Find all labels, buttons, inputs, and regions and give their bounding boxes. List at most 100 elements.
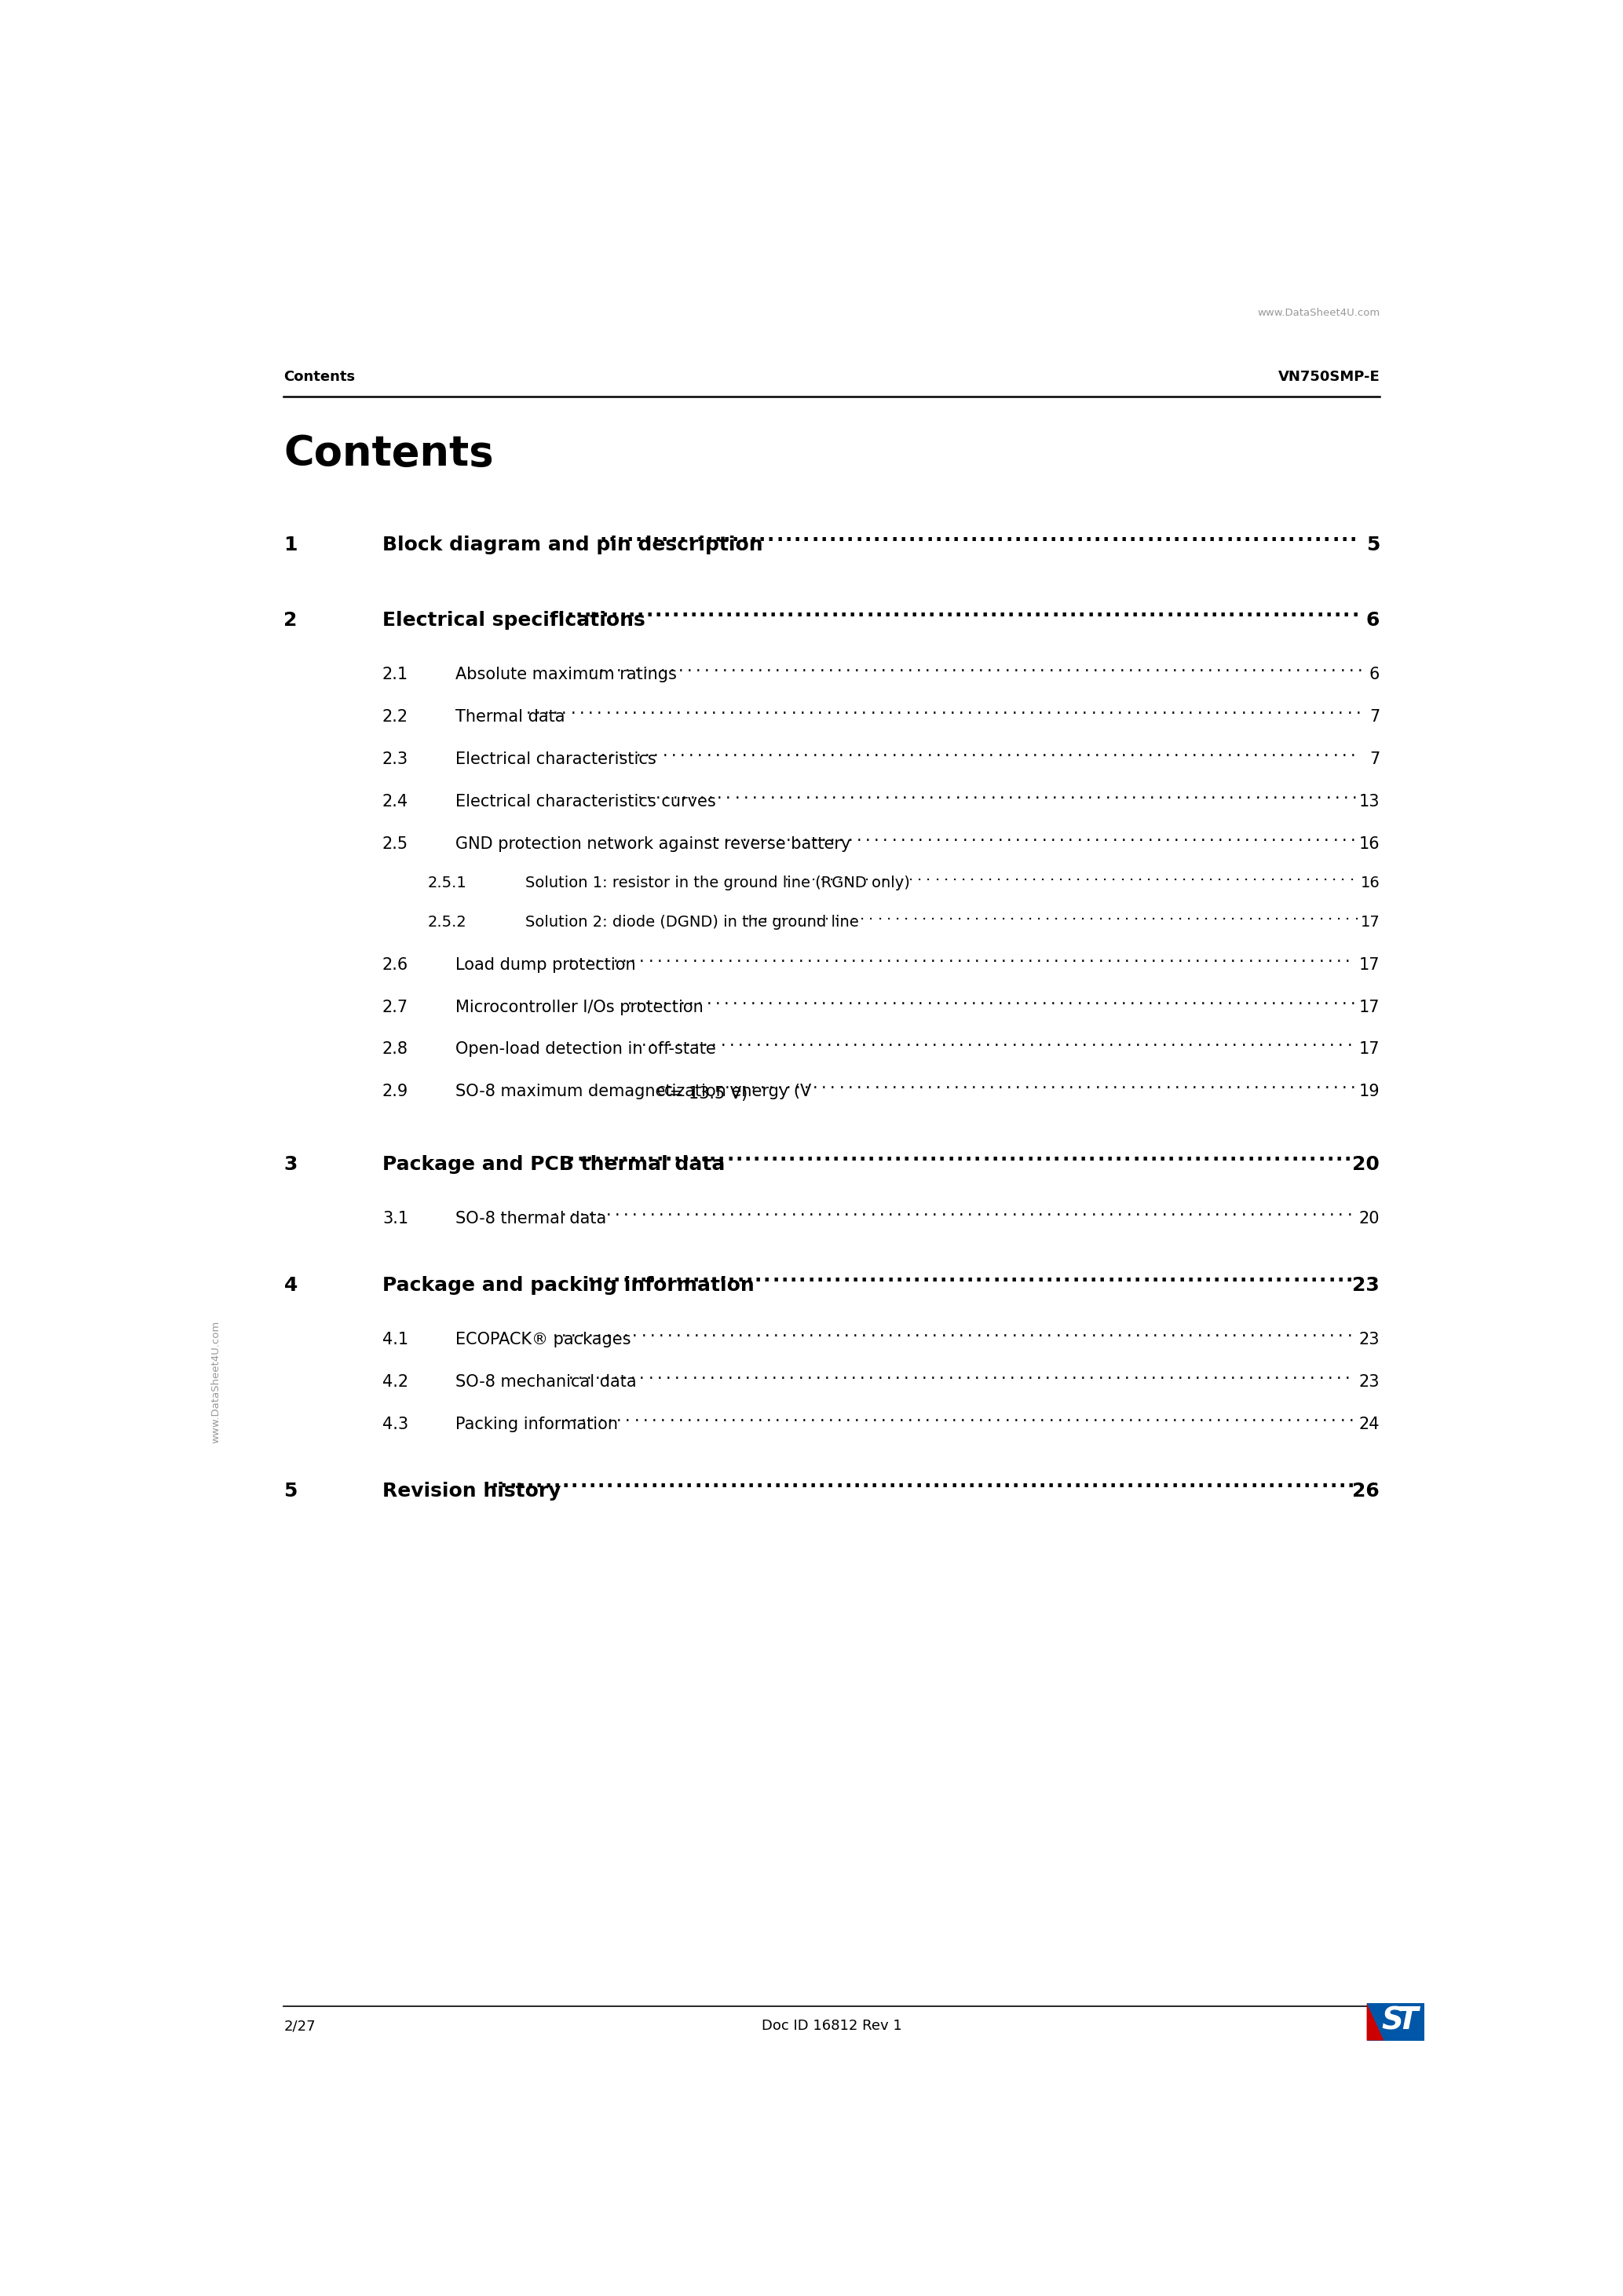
Text: .: . — [852, 700, 859, 716]
Text: .: . — [1227, 744, 1232, 760]
Text: .: . — [898, 1325, 902, 1339]
Text: .: . — [1196, 1325, 1203, 1339]
Text: .: . — [1251, 1410, 1256, 1424]
Text: .: . — [914, 1203, 920, 1219]
Text: .: . — [826, 700, 831, 716]
Text: .: . — [742, 992, 747, 1008]
Text: S: S — [1381, 2004, 1404, 2034]
Text: .: . — [807, 907, 812, 923]
Text: .: . — [891, 868, 896, 884]
Text: .: . — [649, 1203, 656, 1219]
Text: .: . — [758, 526, 766, 544]
Text: 2.7: 2.7 — [383, 999, 409, 1015]
Text: .: . — [993, 700, 1000, 716]
Text: .: . — [842, 1267, 850, 1286]
Text: .: . — [1336, 948, 1342, 964]
Text: .: . — [711, 1267, 717, 1286]
Text: .: . — [914, 700, 920, 716]
Text: .: . — [1061, 1146, 1070, 1164]
Text: .: . — [946, 1146, 954, 1164]
Text: .: . — [962, 602, 971, 620]
Text: .: . — [909, 1077, 915, 1093]
Text: .: . — [925, 526, 933, 544]
Text: .: . — [904, 948, 909, 964]
Text: .: . — [1182, 1410, 1186, 1424]
Text: .: . — [1201, 992, 1206, 1008]
Text: .: . — [768, 1077, 774, 1093]
Text: .: . — [737, 1267, 743, 1286]
Text: .: . — [1276, 1033, 1282, 1049]
Text: .: . — [1310, 1267, 1318, 1286]
Text: .: . — [1104, 602, 1112, 620]
Text: 23: 23 — [1352, 1277, 1380, 1295]
Text: .: . — [844, 1203, 849, 1219]
Text: .: . — [1120, 1410, 1125, 1424]
Text: .: . — [799, 907, 803, 923]
Text: .: . — [1209, 829, 1214, 845]
Text: 4.2: 4.2 — [383, 1373, 409, 1389]
Text: .: . — [898, 1033, 902, 1049]
Text: .: . — [1089, 1366, 1094, 1382]
Text: .: . — [951, 659, 956, 675]
Text: .: . — [544, 700, 549, 716]
Text: .: . — [1115, 1366, 1121, 1382]
Text: .: . — [696, 526, 704, 544]
Text: .: . — [928, 785, 933, 801]
Text: .: . — [1337, 1203, 1344, 1219]
Text: 2.5: 2.5 — [383, 836, 409, 852]
Text: .: . — [1258, 1267, 1264, 1286]
Text: .: . — [602, 602, 609, 620]
Text: .: . — [854, 1472, 860, 1490]
Text: .: . — [828, 659, 833, 675]
Text: .: . — [1117, 1203, 1123, 1219]
Text: .: . — [1115, 1146, 1121, 1164]
Text: .: . — [1235, 744, 1242, 760]
Text: .: . — [1281, 744, 1285, 760]
Text: .: . — [901, 744, 906, 760]
Text: .: . — [1039, 1033, 1044, 1049]
Text: .: . — [792, 1410, 799, 1424]
Text: .: . — [730, 1472, 737, 1490]
Text: .: . — [1112, 868, 1117, 884]
Text: .: . — [1318, 948, 1324, 964]
Text: .: . — [1230, 907, 1235, 923]
Text: .: . — [1040, 868, 1045, 884]
Text: .: . — [1206, 1325, 1211, 1339]
Text: .: . — [576, 1146, 584, 1164]
Text: .: . — [536, 1472, 542, 1490]
Text: .: . — [588, 700, 594, 716]
Text: .: . — [578, 1366, 583, 1382]
Text: .: . — [1328, 1267, 1336, 1286]
Text: SO-8 mechanical data: SO-8 mechanical data — [456, 1373, 636, 1389]
Text: .: . — [1307, 829, 1311, 845]
Text: .: . — [993, 1203, 1000, 1219]
Text: .: . — [1048, 1410, 1053, 1424]
Text: .: . — [826, 1472, 834, 1490]
Text: .: . — [940, 1366, 945, 1382]
Text: .: . — [1096, 785, 1102, 801]
Text: .: . — [1042, 744, 1047, 760]
Text: .: . — [1310, 1366, 1315, 1382]
Text: .: . — [670, 992, 677, 1008]
Text: .: . — [1305, 659, 1310, 675]
Text: .: . — [696, 659, 701, 675]
Text: .: . — [969, 659, 974, 675]
Text: .: . — [1157, 1077, 1162, 1093]
Text: .: . — [1250, 700, 1255, 716]
Text: .: . — [724, 744, 729, 760]
Text: .: . — [799, 1267, 805, 1286]
Text: .: . — [841, 1146, 849, 1164]
Text: .: . — [743, 785, 748, 801]
Text: .: . — [768, 992, 773, 1008]
Text: 2: 2 — [284, 611, 297, 629]
Text: .: . — [596, 1267, 602, 1286]
Text: .: . — [1318, 1366, 1324, 1382]
Text: T: T — [1397, 2004, 1419, 2034]
Text: .: . — [812, 744, 818, 760]
Text: 26: 26 — [1352, 1481, 1380, 1499]
Text: .: . — [1092, 1410, 1097, 1424]
Text: .: . — [1268, 1203, 1272, 1219]
Text: .: . — [1167, 602, 1173, 620]
Text: .: . — [1173, 829, 1178, 845]
Text: .: . — [584, 602, 591, 620]
